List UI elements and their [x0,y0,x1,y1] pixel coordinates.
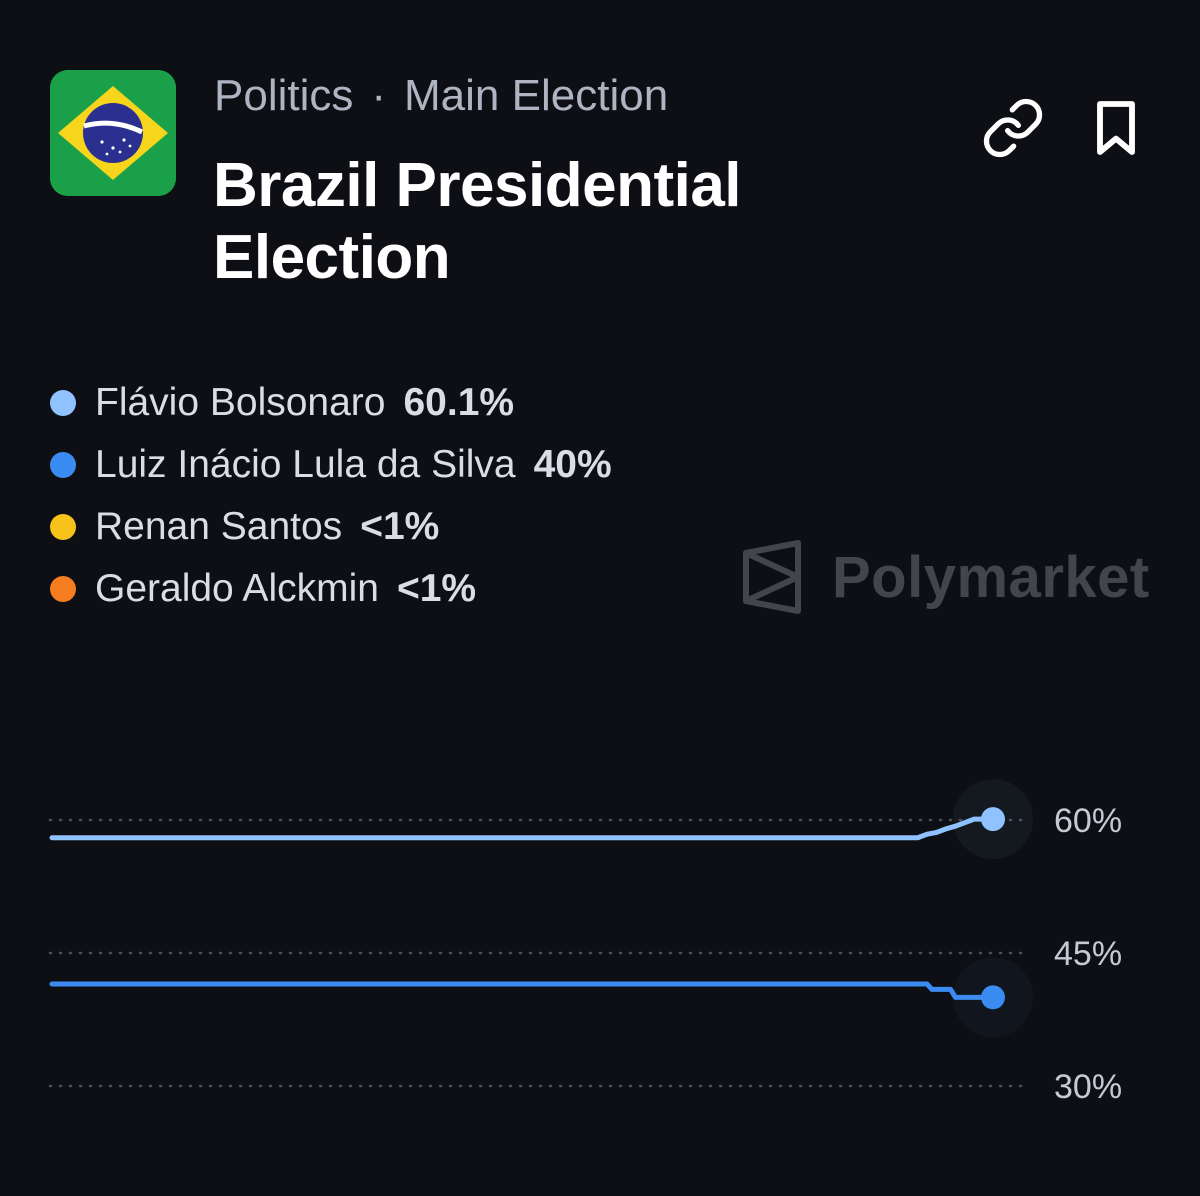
polymarket-logo-icon [743,540,801,614]
legend-value: <1% [360,505,440,548]
y-tick-label: 45% [1054,935,1122,973]
legend-value: <1% [396,567,477,610]
legend: Flávio Bolsonaro 60.1% Luiz Inácio Lula … [50,372,612,620]
legend-dot [50,576,76,602]
bookmark-icon [1097,101,1135,155]
polymarket-watermark: Polymarket [740,538,1150,616]
breadcrumb: Politics · Main Election [214,68,668,124]
legend-dot [50,390,76,416]
bookmark-button[interactable] [1084,96,1148,160]
series-end-point [981,985,1005,1010]
legend-dot [50,514,76,540]
breadcrumb-subcategory[interactable]: Main Election [404,71,669,120]
legend-item: Renan Santos <1% [50,496,612,558]
legend-name: Flávio Bolsonaro [95,381,386,424]
legend-name: Luiz Inácio Lula da Silva [95,443,516,486]
legend-value: 60.1% [403,381,515,424]
series-line [49,981,996,1000]
legend-item: Luiz Inácio Lula da Silva 40% [50,434,612,496]
legend-value: 40% [533,443,612,486]
legend-item: Flávio Bolsonaro 60.1% [50,372,612,434]
watermark-text: Polymarket [832,544,1150,610]
legend-item: Geraldo Alckmin <1% [50,558,612,620]
breadcrumb-separator: · [371,71,387,120]
link-icon [983,98,1043,158]
legend-name: Geraldo Alckmin [95,567,379,610]
series-line [49,816,996,841]
y-tick-label: 60% [1054,802,1122,840]
brazil-flag-icon [50,70,176,196]
link-button[interactable] [981,96,1045,160]
series-end-point [981,807,1005,832]
legend-name: Renan Santos [95,505,343,548]
series-end-glow [953,957,1033,1038]
breadcrumb-category[interactable]: Politics [214,71,354,120]
legend-dot [50,452,76,478]
page-title: Brazil Presidential Election [213,151,742,292]
series-end-glow [953,779,1033,860]
y-tick-label: 30% [1054,1068,1122,1106]
